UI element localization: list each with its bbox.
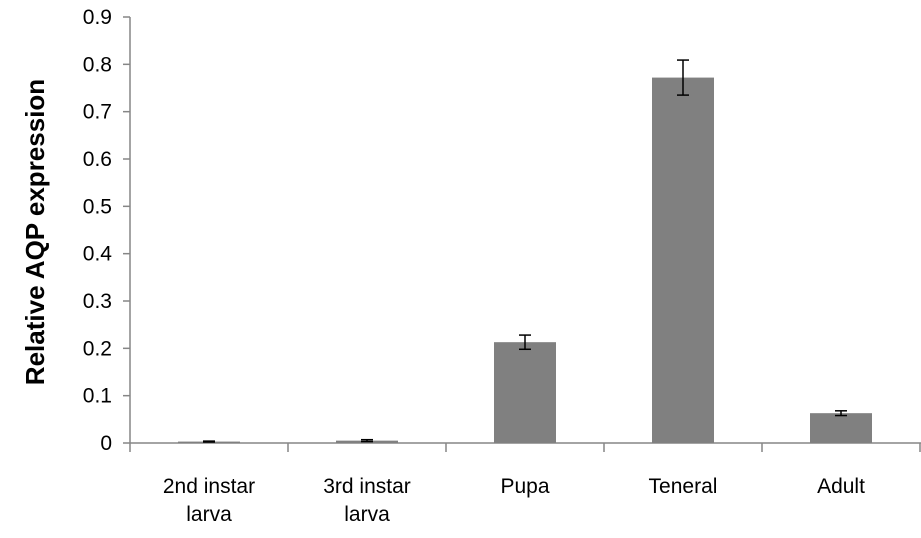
y-tick-label: 0.7: [83, 101, 112, 124]
bar: [494, 342, 556, 443]
y-tick-label: 0.3: [83, 290, 112, 313]
bar: [810, 413, 872, 443]
y-tick-label: 0.8: [83, 53, 112, 76]
x-category-label: larva: [344, 503, 390, 526]
y-tick-label: 0.2: [83, 337, 112, 360]
y-tick-label: 0: [100, 432, 112, 455]
y-tick-label: 0.9: [83, 6, 112, 29]
x-category-label: 2nd instar: [163, 475, 255, 498]
x-category-label: Pupa: [500, 475, 549, 498]
y-tick-label: 0.6: [83, 148, 112, 171]
x-category-label: larva: [186, 503, 232, 526]
y-tick-label: 0.4: [83, 243, 113, 266]
bar: [652, 77, 714, 443]
x-category-label: Adult: [817, 475, 865, 498]
x-category-label: 3rd instar: [323, 475, 411, 498]
y-axis-label: Relative AQP expression: [20, 79, 50, 385]
x-category-label: Teneral: [649, 475, 718, 498]
y-tick-label: 0.1: [83, 385, 112, 408]
y-tick-label: 0.5: [83, 195, 112, 218]
